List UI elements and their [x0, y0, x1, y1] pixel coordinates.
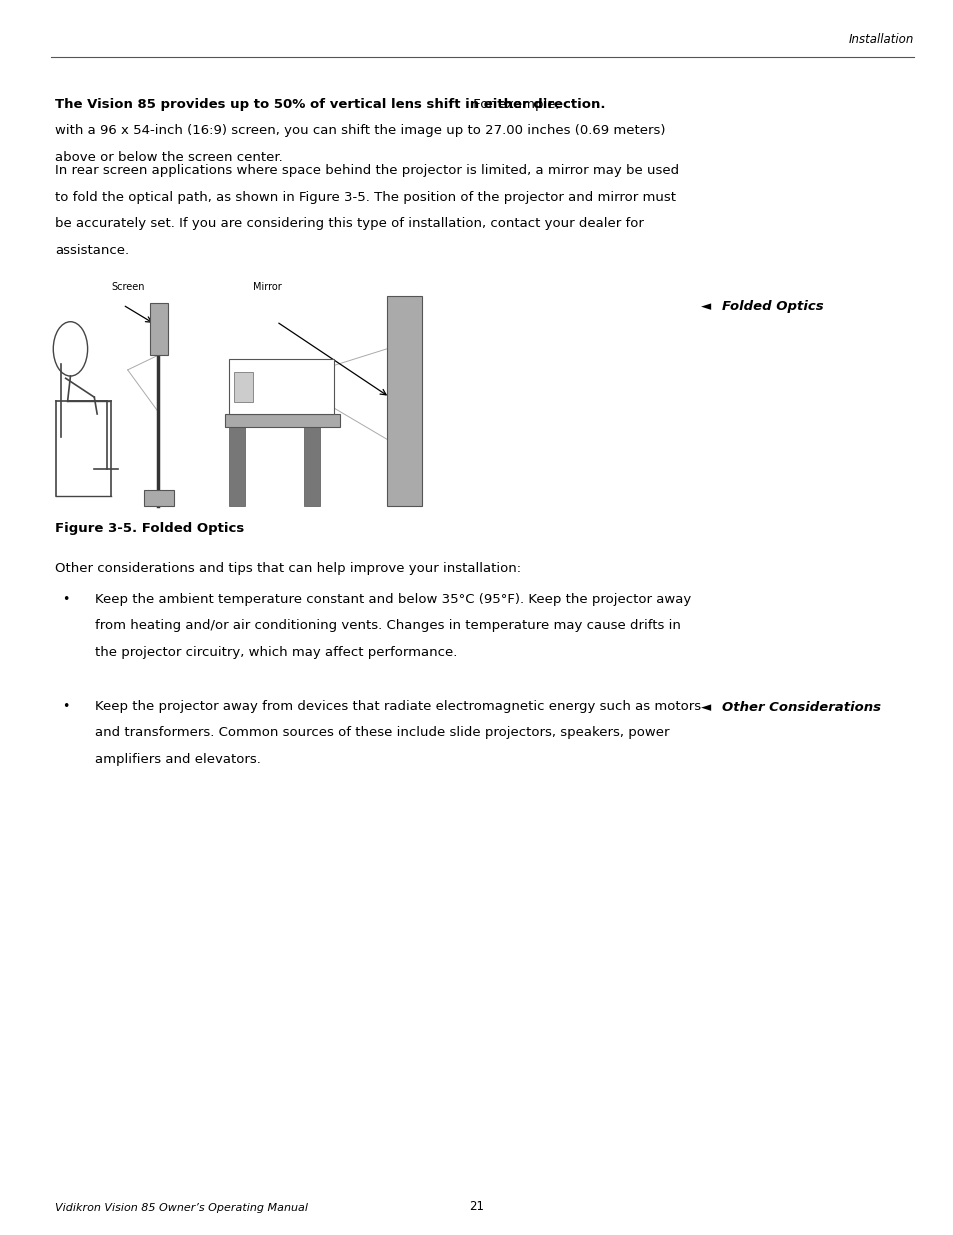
Bar	[304, 426, 319, 506]
Text: Screen: Screen	[111, 283, 144, 293]
Bar	[225, 414, 339, 426]
FancyBboxPatch shape	[151, 303, 168, 356]
Text: and transformers. Common sources of these include slide projectors, speakers, po: and transformers. Common sources of thes…	[95, 726, 669, 740]
Text: amplifiers and elevators.: amplifiers and elevators.	[95, 752, 261, 766]
Text: assistance.: assistance.	[55, 245, 130, 257]
Text: the projector circuitry, which may affect performance.: the projector circuitry, which may affec…	[95, 646, 457, 659]
Bar	[386, 296, 422, 506]
Text: For example,: For example,	[468, 98, 558, 111]
Text: Keep the projector away from devices that radiate electromagnetic energy such as: Keep the projector away from devices tha…	[95, 699, 700, 713]
Text: Vidikron Vision 85 Owner’s Operating Manual: Vidikron Vision 85 Owner’s Operating Man…	[55, 1203, 308, 1213]
Text: 21: 21	[469, 1199, 484, 1213]
Text: Keep the ambient temperature constant and below 35°C (95°F). Keep the projector : Keep the ambient temperature constant an…	[95, 593, 691, 606]
Text: Other considerations and tips that can help improve your installation:: Other considerations and tips that can h…	[55, 562, 521, 576]
Text: Other Considerations: Other Considerations	[721, 701, 881, 715]
Bar	[233, 372, 253, 401]
Text: Figure 3-5. Folded Optics: Figure 3-5. Folded Optics	[55, 522, 244, 536]
Text: Mirror: Mirror	[253, 283, 281, 293]
Text: be accurately set. If you are considering this type of installation, contact you: be accurately set. If you are considerin…	[55, 217, 643, 231]
Text: ◄: ◄	[700, 701, 711, 715]
Text: The Vision 85 provides up to 50% of vertical lens shift in either direction.: The Vision 85 provides up to 50% of vert…	[55, 98, 605, 111]
Bar	[229, 426, 245, 506]
Text: ◄: ◄	[700, 300, 711, 314]
Bar	[144, 489, 173, 506]
Text: In rear screen applications where space behind the projector is limited, a mirro: In rear screen applications where space …	[55, 164, 679, 178]
Text: with a 96 x 54-inch (16:9) screen, you can shift the image up to 27.00 inches (0: with a 96 x 54-inch (16:9) screen, you c…	[55, 124, 665, 137]
Text: •: •	[62, 699, 69, 713]
Text: from heating and/or air conditioning vents. Changes in temperature may cause dri: from heating and/or air conditioning ven…	[95, 620, 680, 632]
Text: •: •	[62, 593, 69, 606]
Text: Folded Optics: Folded Optics	[721, 300, 823, 314]
Text: Installation: Installation	[847, 32, 913, 46]
Text: to fold the optical path, as shown in Figure 3-5. The position of the projector : to fold the optical path, as shown in Fi…	[55, 190, 676, 204]
Bar	[229, 359, 334, 414]
Text: above or below the screen center.: above or below the screen center.	[55, 151, 283, 164]
